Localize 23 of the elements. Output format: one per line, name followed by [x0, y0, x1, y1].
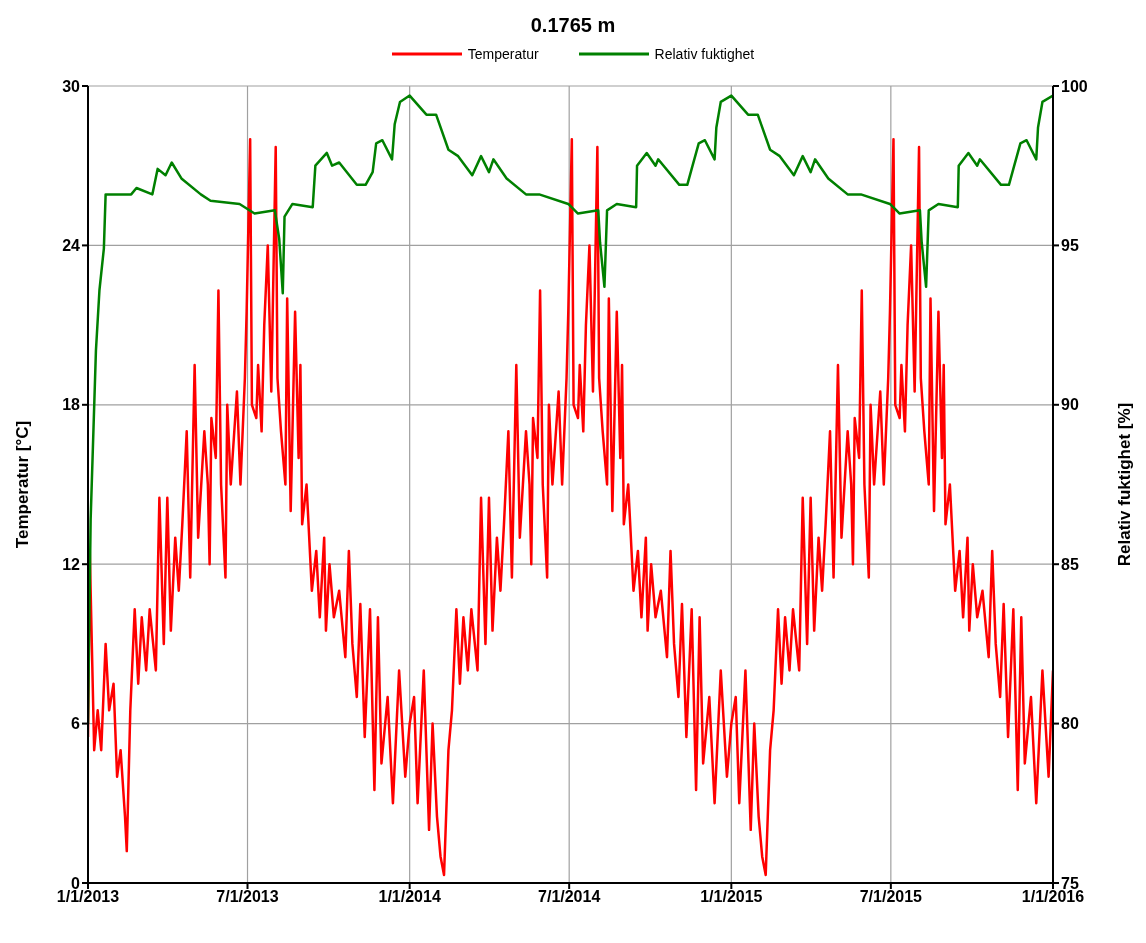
y-tick-label: 24 [62, 237, 81, 255]
legend-label: Temperatur [467, 46, 539, 62]
y-tick-label: 18 [62, 396, 81, 414]
y2-tick-label: 80 [1061, 715, 1079, 733]
y2-tick-label: 85 [1061, 555, 1079, 573]
legend-label: Relativ fuktighet [654, 46, 755, 62]
x-tick-label: 7/1/2014 [538, 888, 601, 906]
x-tick-label: 1/1/2016 [1021, 888, 1085, 906]
y-tick-label: 30 [62, 77, 81, 95]
x-tick-label: 1/1/2014 [378, 888, 441, 906]
x-tick-label: 7/1/2015 [859, 888, 923, 906]
y-axis-title: Temperatur [°C] [13, 420, 33, 549]
x-tick-label: 1/1/2013 [56, 888, 120, 906]
y-tick-label: 6 [71, 715, 81, 733]
chart-title: 0.1765 m [529, 13, 617, 38]
y2-axis-title: Relativ fuktighet [%] [1115, 402, 1135, 567]
y-tick-label: 12 [62, 555, 81, 573]
line-series [88, 137, 1053, 877]
y2-tick-label: 95 [1061, 237, 1079, 255]
x-tick-label: 7/1/2013 [216, 888, 279, 906]
y2-tick-label: 100 [1061, 77, 1088, 95]
x-tick-label: 1/1/2015 [700, 888, 763, 906]
y2-tick-label: 90 [1061, 396, 1079, 414]
